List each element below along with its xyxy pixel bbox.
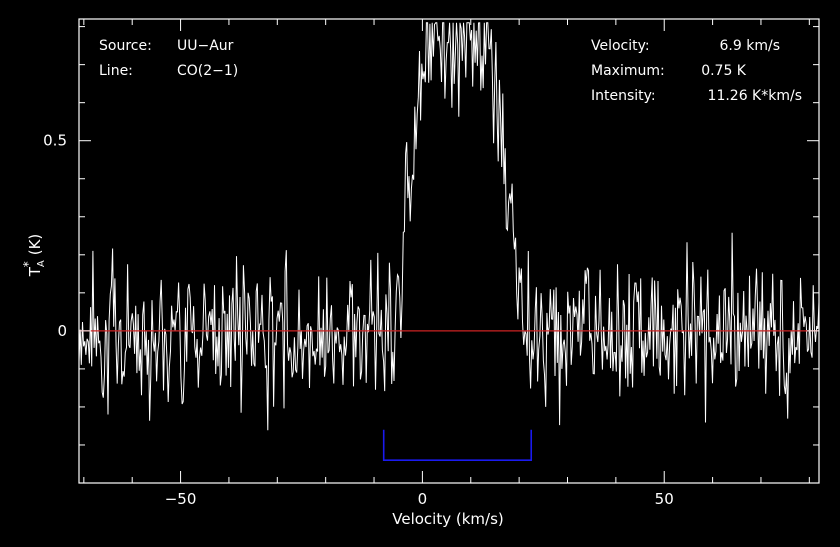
x-axis-label: Velocity (km/s) [392, 510, 503, 528]
x-tick-label: 0 [418, 490, 428, 508]
line-key: Line: [99, 63, 133, 79]
intensity-value: 11.26 K*km/s [708, 88, 802, 104]
source-value: UU−Aur [177, 38, 234, 54]
y-tick-label: 0.5 [43, 132, 67, 150]
x-tick-label: −50 [165, 490, 197, 508]
plot-frame [78, 18, 820, 484]
y-tick-label: 0 [57, 322, 67, 340]
maximum-value: 0.75 K [701, 63, 747, 79]
y-axis-label-text: TA* (K) [21, 234, 47, 278]
velocity-value: 6.9 km/s [720, 38, 780, 54]
y-axis-label-sup: * [21, 261, 35, 267]
y-axis-label-sub: A [36, 260, 47, 267]
intensity-key: Intensity: [591, 88, 656, 104]
spectrum-layer [78, 22, 820, 431]
line-value: CO(2−1) [177, 63, 238, 79]
spectrum-series-line [78, 22, 820, 431]
axis-ticks [79, 19, 819, 484]
y-axis-label-unit: (K) [26, 234, 44, 256]
x-tick-label: 50 [655, 490, 674, 508]
source-key: Source: [99, 38, 152, 54]
y-axis-label-main: T [26, 266, 44, 277]
y-axis-label: TA* (K) [21, 234, 47, 278]
integration-window-bracket [382, 429, 533, 461]
velocity-key: Velocity: [591, 38, 650, 54]
maximum-key: Maximum: [591, 63, 665, 79]
